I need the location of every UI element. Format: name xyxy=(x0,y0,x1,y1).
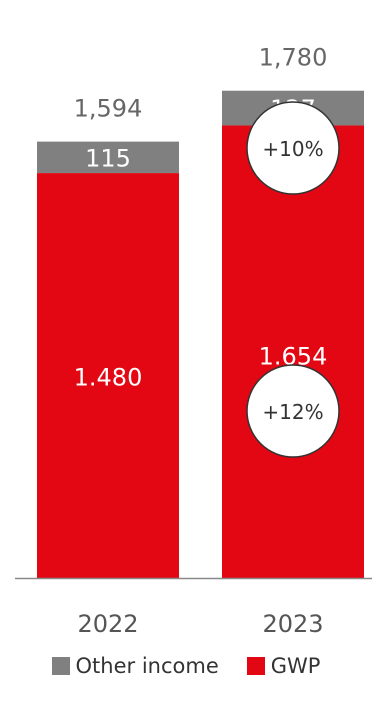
bar-gwp-2023 xyxy=(222,125,364,578)
legend-label-gwp: GWP xyxy=(270,654,321,678)
legend-label-other-income: Other income xyxy=(75,654,219,678)
label-other-income-2022: 115 xyxy=(85,144,131,172)
legend-swatch-gwp xyxy=(246,657,265,675)
legend: Other income GWP xyxy=(0,648,372,684)
legend-swatch-other-income xyxy=(51,657,70,675)
x-tick-label-2023: 2023 xyxy=(262,610,323,638)
total-label-2023: 1,780 xyxy=(259,44,328,72)
growth-circle-other-income xyxy=(246,101,340,195)
total-label-2022: 1,594 xyxy=(74,95,143,123)
stacked-bar-chart: 1151.4801,59420221271.6541,7802023+10%+1… xyxy=(15,44,372,638)
legend-item-other-income: Other income xyxy=(51,654,219,678)
bar-other-income-2022 xyxy=(37,141,179,174)
growth-circle-gwp xyxy=(246,364,340,458)
bar-gwp-2022 xyxy=(37,173,179,578)
legend-item-gwp: GWP xyxy=(246,654,321,678)
label-gwp-2022: 1.480 xyxy=(74,364,143,392)
growth-label-other-income: +10% xyxy=(262,137,323,161)
growth-label-gwp: +12% xyxy=(262,400,323,424)
x-tick-label-2022: 2022 xyxy=(77,610,138,638)
